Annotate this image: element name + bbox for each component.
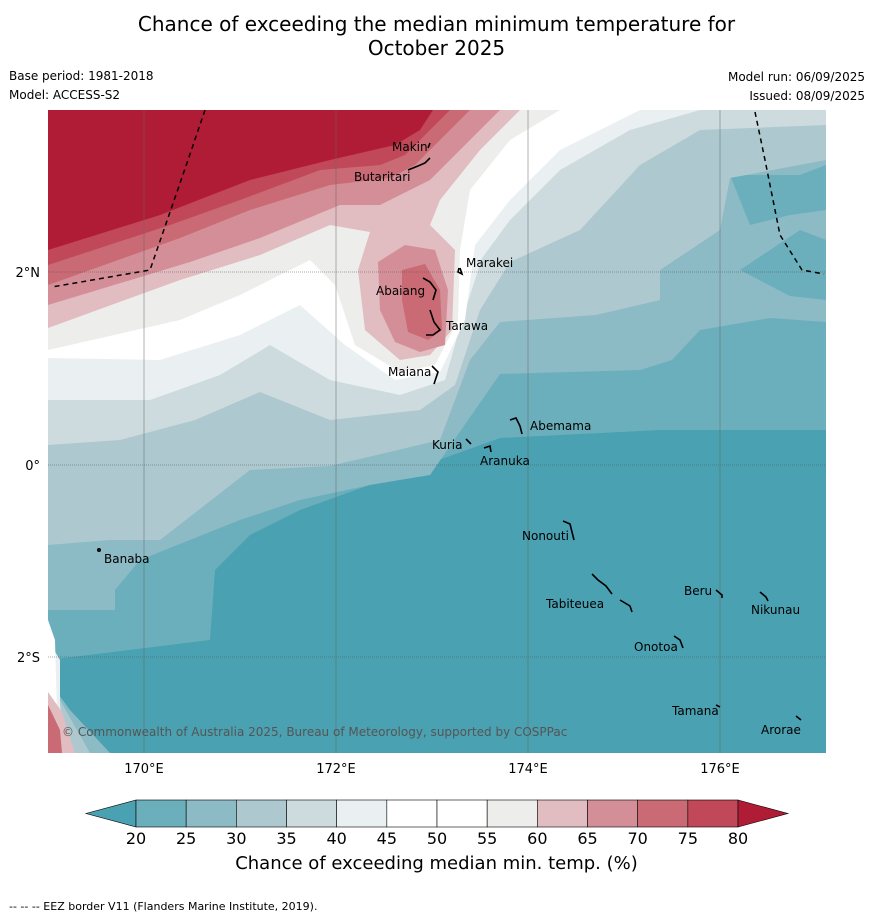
title-line-2: October 2025 [367, 36, 506, 60]
label-butaritari: Butaritari [354, 170, 411, 184]
colorbar-segment [236, 799, 287, 828]
colorbar-tick-label: 50 [427, 829, 447, 848]
label-maiana: Maiana [388, 365, 431, 379]
colorbar-segment [486, 799, 538, 828]
map-title: Chance of exceeding the median minimum t… [0, 12, 873, 60]
label-arorae: Arorae [761, 723, 801, 737]
label-banaba: Banaba [104, 552, 150, 566]
eez-border [51, 110, 825, 288]
colorbar-segment [637, 799, 689, 828]
maiana-island [431, 365, 439, 385]
kuria-island [465, 438, 472, 445]
colorbar-tick-label: 80 [728, 829, 748, 848]
tabiteuea-island [591, 573, 633, 613]
colorbar-segment [687, 799, 739, 828]
model-run-date: Model run: 06/09/2025 [727, 70, 865, 84]
colorbar-extend-high [737, 799, 790, 828]
lat-label-eq: 0° [25, 459, 40, 474]
banaba-island [97, 547, 102, 552]
abaiang-island [422, 277, 437, 301]
island-outlines [97, 142, 802, 721]
colorbar-tick-label: 75 [678, 829, 698, 848]
colorbar-segment [537, 799, 588, 828]
contour-field [48, 110, 826, 753]
lon-label-172e: 172°E [316, 762, 356, 777]
eez-footnote: -- -- -- EEZ border V11 (Flanders Marine… [9, 900, 318, 913]
colorbar [84, 799, 790, 828]
tarawa-island [426, 309, 442, 336]
colorbar-tick-labels: 20 25 30 35 40 45 50 55 60 65 70 75 80 [126, 829, 748, 848]
lon-label-176e: 176°E [700, 762, 740, 777]
colorbar-segment [587, 799, 638, 828]
colorbar-segment [336, 799, 388, 828]
nonouti-island [562, 520, 575, 541]
colorbar-segment [286, 799, 337, 828]
aranuka-island [483, 444, 492, 453]
colorbar-segment [185, 799, 237, 828]
colorbar-segment [135, 799, 187, 828]
colorbar-extend-low [84, 799, 137, 828]
place-labels: Makin Butaritari Marakei Abaiang Tarawa … [104, 140, 801, 737]
colorbar-segment [436, 799, 488, 828]
lat-label-2s: 2°S [17, 651, 40, 666]
colorbar-tick-label: 60 [527, 829, 547, 848]
label-tabiteuea: Tabiteuea [545, 597, 604, 611]
nikunau-island [759, 591, 769, 602]
label-onotoa: Onotoa [634, 640, 678, 654]
label-aranuka: Aranuka [480, 454, 530, 468]
title-line-1: Chance of exceeding the median minimum t… [137, 12, 736, 36]
label-tarawa: Tarawa [445, 319, 488, 333]
colorbar-tick-label: 35 [276, 829, 296, 848]
label-makin: Makin [392, 140, 428, 154]
colorbar-tick-label: 40 [326, 829, 346, 848]
colorbar-tick-label: 45 [377, 829, 397, 848]
marakei-island [457, 267, 464, 276]
onotoa-island [673, 635, 684, 649]
abemama-island [509, 417, 523, 435]
label-marakei: Marakei [466, 256, 513, 270]
lon-label-170e: 170°E [124, 762, 164, 777]
label-abaiang: Abaiang [376, 284, 425, 298]
butaritari-island [407, 157, 431, 171]
label-beru: Beru [684, 584, 712, 598]
colorbar-tick-label: 70 [627, 829, 647, 848]
colorbar-tick-label: 65 [577, 829, 597, 848]
label-kuria: Kuria [432, 438, 463, 452]
lat-label-2n: 2°N [16, 266, 41, 281]
issued-date: Issued: 08/09/2025 [749, 89, 865, 103]
label-tamana: Tamana [671, 704, 719, 718]
arorae-island [795, 715, 802, 721]
colorbar-title: Chance of exceeding median min. temp. (%… [235, 853, 638, 874]
longitude-gridlines [143, 110, 721, 753]
colorbar-tick-label: 25 [176, 829, 196, 848]
label-nonouti: Nonouti [522, 529, 569, 543]
model-name: Model: ACCESS-S2 [9, 88, 121, 102]
colorbar-segment [386, 799, 438, 828]
tamana-island [715, 704, 721, 708]
makin-island [427, 142, 431, 149]
colorbar-tick-label: 55 [477, 829, 497, 848]
label-nikunau: Nikunau [751, 603, 800, 617]
base-period: Base period: 1981-2018 [9, 69, 154, 83]
colorbar-tick-label: 30 [226, 829, 246, 848]
colorbar-tick-label: 20 [126, 829, 146, 848]
beru-island [715, 589, 723, 598]
latitude-gridlines [48, 271, 826, 658]
label-abemama: Abemama [530, 419, 591, 433]
lon-label-174e: 174°E [508, 762, 548, 777]
copyright-notice: © Commonwealth of Australia 2025, Bureau… [62, 725, 567, 739]
